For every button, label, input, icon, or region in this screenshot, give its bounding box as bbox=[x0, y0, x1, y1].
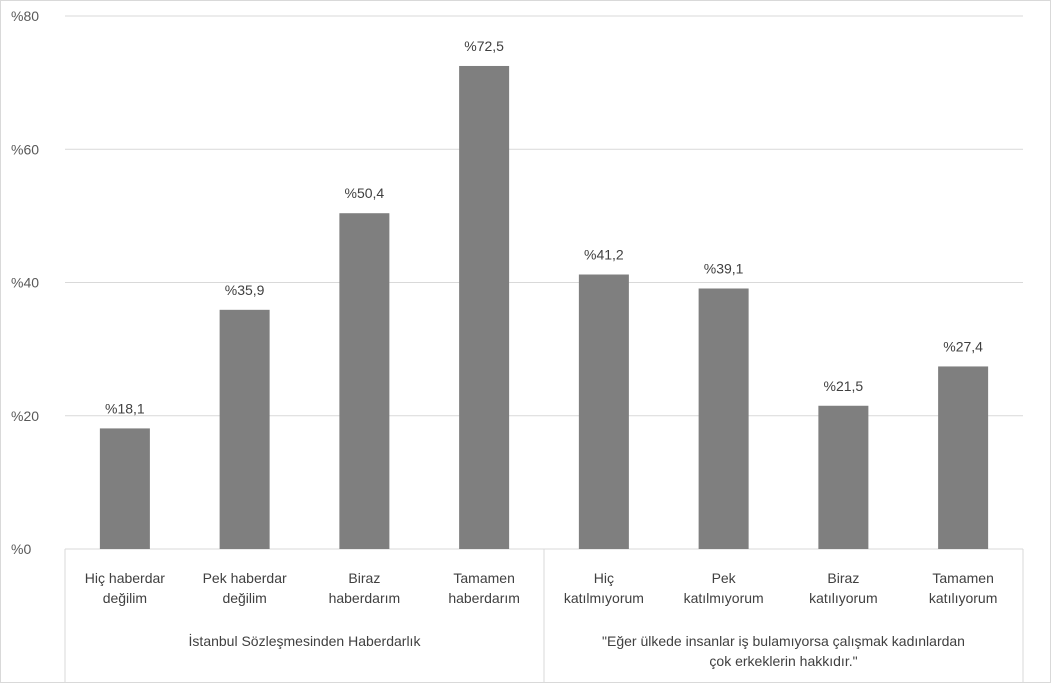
category-label: değilim bbox=[222, 590, 266, 606]
group-label: İstanbul Sözleşmesinden Haberdarlık bbox=[189, 632, 422, 649]
data-label: %41,2 bbox=[584, 247, 624, 263]
data-label: %72,5 bbox=[464, 38, 504, 54]
bar bbox=[698, 288, 749, 549]
data-label: %35,9 bbox=[225, 282, 265, 298]
category-label: katılmıyorum bbox=[564, 590, 644, 606]
category-label: Biraz bbox=[348, 570, 380, 586]
category-label: Tamamen bbox=[453, 570, 514, 586]
category-label: katılıyorum bbox=[809, 590, 877, 606]
y-tick-label: %20 bbox=[11, 408, 39, 424]
y-tick-label: %0 bbox=[11, 541, 31, 557]
data-label: %39,1 bbox=[704, 260, 744, 276]
category-label: Hiç bbox=[594, 570, 614, 586]
group-label: çok erkeklerin hakkıdır." bbox=[709, 653, 857, 669]
category-label: Pek haberdar bbox=[203, 570, 287, 586]
data-label: %50,4 bbox=[345, 185, 385, 201]
bar bbox=[339, 213, 390, 549]
data-label: %27,4 bbox=[943, 338, 983, 354]
bar bbox=[99, 428, 150, 549]
bar bbox=[818, 405, 869, 549]
data-label: %21,5 bbox=[824, 378, 864, 394]
category-label: Pek bbox=[712, 570, 737, 586]
y-tick-label: %80 bbox=[11, 8, 39, 24]
category-label: Biraz bbox=[827, 570, 859, 586]
bar bbox=[938, 366, 989, 549]
category-label: Tamamen bbox=[932, 570, 993, 586]
bar bbox=[578, 274, 629, 549]
data-label: %18,1 bbox=[105, 400, 145, 416]
bar bbox=[459, 65, 510, 549]
category-label: haberdarım bbox=[329, 590, 401, 606]
category-label: katılmıyorum bbox=[684, 590, 764, 606]
category-label: katılıyorum bbox=[929, 590, 997, 606]
y-tick-label: %60 bbox=[11, 141, 39, 157]
bar bbox=[219, 309, 270, 549]
group-label: "Eğer ülkede insanlar iş bulamıyorsa çal… bbox=[602, 633, 965, 649]
category-label: değilim bbox=[103, 590, 147, 606]
category-label: haberdarım bbox=[448, 590, 520, 606]
y-tick-label: %40 bbox=[11, 275, 39, 291]
category-label: Hiç haberdar bbox=[85, 570, 165, 586]
